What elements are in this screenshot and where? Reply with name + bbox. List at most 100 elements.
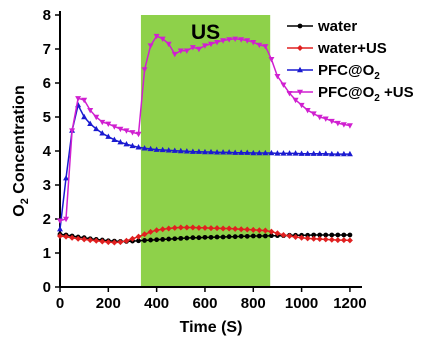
data-point	[117, 126, 124, 133]
data-point	[286, 150, 293, 156]
x-tick-label: 0	[56, 295, 64, 312]
data-point	[232, 225, 239, 232]
data-point	[262, 227, 269, 234]
data-point	[292, 150, 299, 156]
data-point	[322, 150, 329, 156]
data-point	[147, 145, 154, 152]
data-point	[87, 120, 94, 126]
data-point	[99, 238, 106, 245]
data-point	[159, 36, 166, 42]
data-point	[195, 224, 202, 231]
data-point	[87, 237, 94, 244]
data-point	[250, 226, 257, 233]
data-point	[323, 232, 329, 238]
data-point	[220, 225, 227, 232]
data-point	[201, 148, 208, 155]
data-point	[347, 232, 353, 238]
data-point	[177, 48, 184, 54]
data-point	[189, 148, 196, 154]
data-point	[274, 230, 281, 237]
data-point	[81, 236, 88, 243]
data-point	[117, 239, 124, 246]
data-point	[274, 74, 281, 80]
data-point	[304, 150, 311, 156]
data-point	[250, 233, 256, 239]
y-tick-label: 0	[43, 279, 51, 296]
data-point	[262, 44, 269, 50]
data-point	[123, 237, 130, 244]
data-point	[214, 234, 220, 240]
data-point	[244, 226, 251, 233]
data-point	[328, 118, 335, 125]
data-point	[346, 237, 353, 244]
data-point	[310, 150, 317, 156]
data-point	[141, 67, 148, 73]
y-axis-title: O2 Concentration	[11, 85, 31, 216]
data-point	[190, 235, 196, 241]
data-point	[136, 238, 141, 244]
data-point	[316, 114, 323, 121]
data-point	[298, 234, 305, 241]
data-point	[183, 224, 190, 231]
legend-label: PFC@O2	[318, 62, 380, 82]
ultrasound-band-label: US	[191, 21, 220, 44]
data-point	[316, 150, 323, 156]
data-point	[87, 108, 94, 114]
data-point	[232, 149, 239, 155]
data-point	[244, 38, 251, 44]
legend-item-3: PFC@O2 +US	[287, 84, 414, 104]
data-point	[340, 150, 347, 157]
data-point	[172, 236, 178, 242]
data-point	[177, 147, 184, 154]
data-point	[117, 138, 124, 145]
y-tick-label: 3	[43, 177, 51, 194]
data-point	[220, 38, 227, 44]
data-point	[280, 231, 287, 238]
legend-label: water	[317, 18, 357, 35]
data-point	[141, 145, 148, 151]
data-point	[322, 116, 329, 122]
data-point	[256, 233, 262, 239]
data-point	[111, 239, 118, 246]
data-point	[268, 149, 275, 156]
data-point	[63, 233, 70, 240]
data-point	[196, 235, 202, 241]
x-tick-label: 1000	[285, 295, 318, 312]
y-tick-label: 5	[43, 109, 51, 126]
data-point	[147, 228, 154, 235]
data-point	[304, 108, 311, 114]
data-point	[238, 37, 245, 43]
data-point	[129, 235, 136, 242]
legend-label: water+US	[317, 40, 387, 57]
data-point	[135, 131, 142, 138]
legend-swatch-marker	[297, 66, 303, 73]
data-point	[160, 237, 166, 242]
data-point	[178, 235, 184, 241]
data-point	[256, 149, 263, 156]
data-point	[268, 57, 275, 63]
data-point	[274, 150, 281, 156]
legend-label: PFC@O2 +US	[318, 84, 414, 104]
y-tick-label: 7	[43, 41, 51, 58]
data-point	[201, 43, 208, 49]
data-point	[298, 150, 305, 156]
data-point	[165, 225, 172, 232]
data-point	[334, 120, 341, 127]
data-point	[129, 130, 136, 136]
data-point	[334, 237, 341, 244]
data-point	[165, 41, 172, 48]
data-point	[286, 233, 293, 239]
legend-item-0: water	[287, 18, 357, 35]
data-point	[226, 225, 233, 232]
data-point	[159, 226, 166, 233]
data-point	[171, 147, 178, 153]
data-point	[75, 235, 82, 242]
legend-swatch-marker	[297, 89, 303, 96]
data-point	[238, 233, 244, 239]
data-point	[123, 128, 130, 134]
x-tick-label: 600	[192, 295, 217, 312]
axes: Time (S) O2 Concentration 0 200 400 600 800 1…	[11, 7, 367, 336]
data-point	[105, 133, 112, 139]
